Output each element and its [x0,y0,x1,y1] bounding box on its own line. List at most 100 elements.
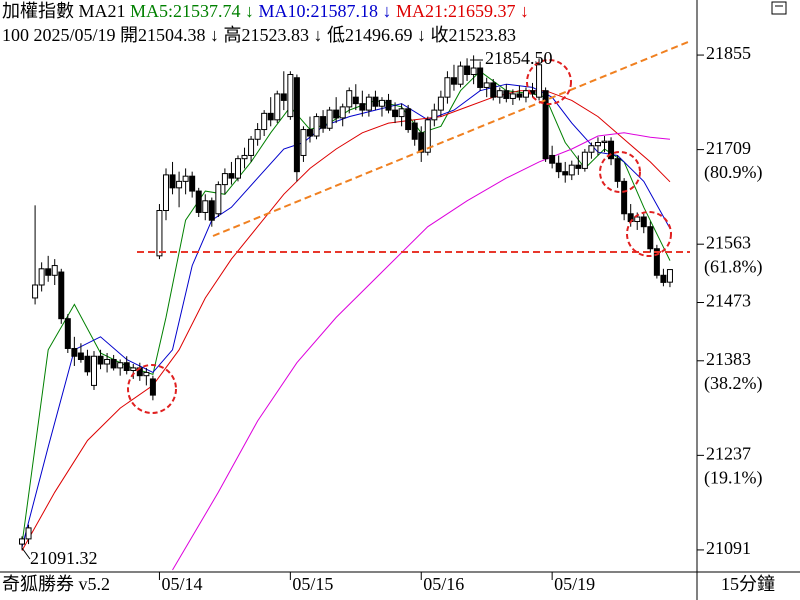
candle-body [248,138,255,156]
candle-body [228,173,235,179]
ma-line [172,132,671,571]
header-item: MA5:21537.74 ↓ [130,1,254,21]
candle-body [274,93,281,121]
y-tick-label: 21563 [706,232,751,252]
candle-body [588,145,595,153]
y-tick-label: 21855 [706,43,751,63]
candle-body [306,129,313,137]
candle-body [241,154,248,160]
candle-body [38,268,45,286]
candle-body [444,77,451,98]
candle-body [149,378,156,396]
candle-body [58,271,65,320]
candle-body [215,184,222,215]
candle-body [516,93,523,98]
candle-body [64,318,71,349]
y-tick-label: 21709 [706,138,751,158]
candle-body [123,362,130,371]
candle-body [477,67,484,88]
candle-body [634,216,641,223]
candle-body [503,90,510,99]
candle-body [182,175,189,182]
annotation-leader [21,547,31,560]
candle-body [562,171,569,176]
candle-body [601,140,608,143]
candle-body [555,162,562,173]
candle-body [608,140,615,160]
circle-marker [599,151,641,193]
candle-body [496,90,503,98]
low-annotation: 21091.32 [30,548,98,568]
candle-body [19,538,25,545]
plot-area [19,55,673,571]
candle-body [320,116,327,129]
candle-body [143,371,150,377]
candle-body [549,154,556,164]
candle-body [457,65,464,85]
candle-body [490,82,497,98]
timeframe[interactable]: 15分鐘 [721,574,775,594]
candle-body [359,103,366,111]
candle-body [647,226,654,250]
candle-body [437,96,444,111]
candle-body [202,200,209,213]
footer-left: 奇狐勝券 v5.2 [2,574,110,594]
candle-body [156,210,163,257]
candle-body [176,180,183,189]
candle-body [77,352,84,360]
header-item: MA21:21659.37 ↓ [396,1,529,21]
candle-body [287,73,294,118]
candle-body [352,96,359,105]
window-icon[interactable] [771,1,787,15]
candle-body [405,108,412,131]
candle-body [640,216,647,228]
candle-body [581,151,588,169]
candle-body [162,174,169,212]
candle-body [464,65,471,75]
trend-line [212,41,689,237]
candle-body [97,355,104,365]
header-item: 加權指數 MA21 [2,1,126,21]
candle-body [293,77,300,173]
candle-body [110,358,117,369]
fib-label: (38.2%) [704,373,762,394]
candle-body [71,347,78,357]
fib-label: (61.8%) [704,256,762,277]
candle-body [392,109,399,118]
candle-body [470,67,477,75]
candle-body [594,142,601,147]
fib-label: (80.9%) [704,162,762,183]
candle-body [398,108,405,118]
fib-label: (19.1%) [704,467,762,488]
circle-marker [127,364,177,414]
info-line: 100 2025/05/19 開21504.38 ↓ 高21523.83 ↓ 低… [2,25,516,45]
candle-body [509,93,516,99]
candle-body [568,164,575,176]
candle-body [300,129,307,156]
x-tick-label: 05/19 [554,574,595,594]
candle-body [313,116,320,137]
candle-body [169,174,176,189]
candle-body [385,99,392,111]
candle-body [117,362,124,369]
candle-body [418,132,425,153]
candle-body [621,180,628,215]
header: 加權指數 MA21 MA5:21537.74 ↓ MA10:21587.18 ↓… [2,1,529,21]
x-tick-label: 05/15 [292,574,333,594]
x-tick-label: 05/16 [423,574,464,594]
y-tick-label: 21237 [706,443,751,463]
candle-body [45,268,52,276]
candle-body [653,248,660,276]
candle-body [660,274,667,283]
circle-marker [626,211,672,257]
candle-body [333,109,340,119]
candle-body [424,119,431,153]
candle-body [25,527,32,540]
candle-body [378,99,385,107]
candle-body [280,93,287,101]
candle-body [51,265,58,276]
circle-marker [526,59,572,105]
